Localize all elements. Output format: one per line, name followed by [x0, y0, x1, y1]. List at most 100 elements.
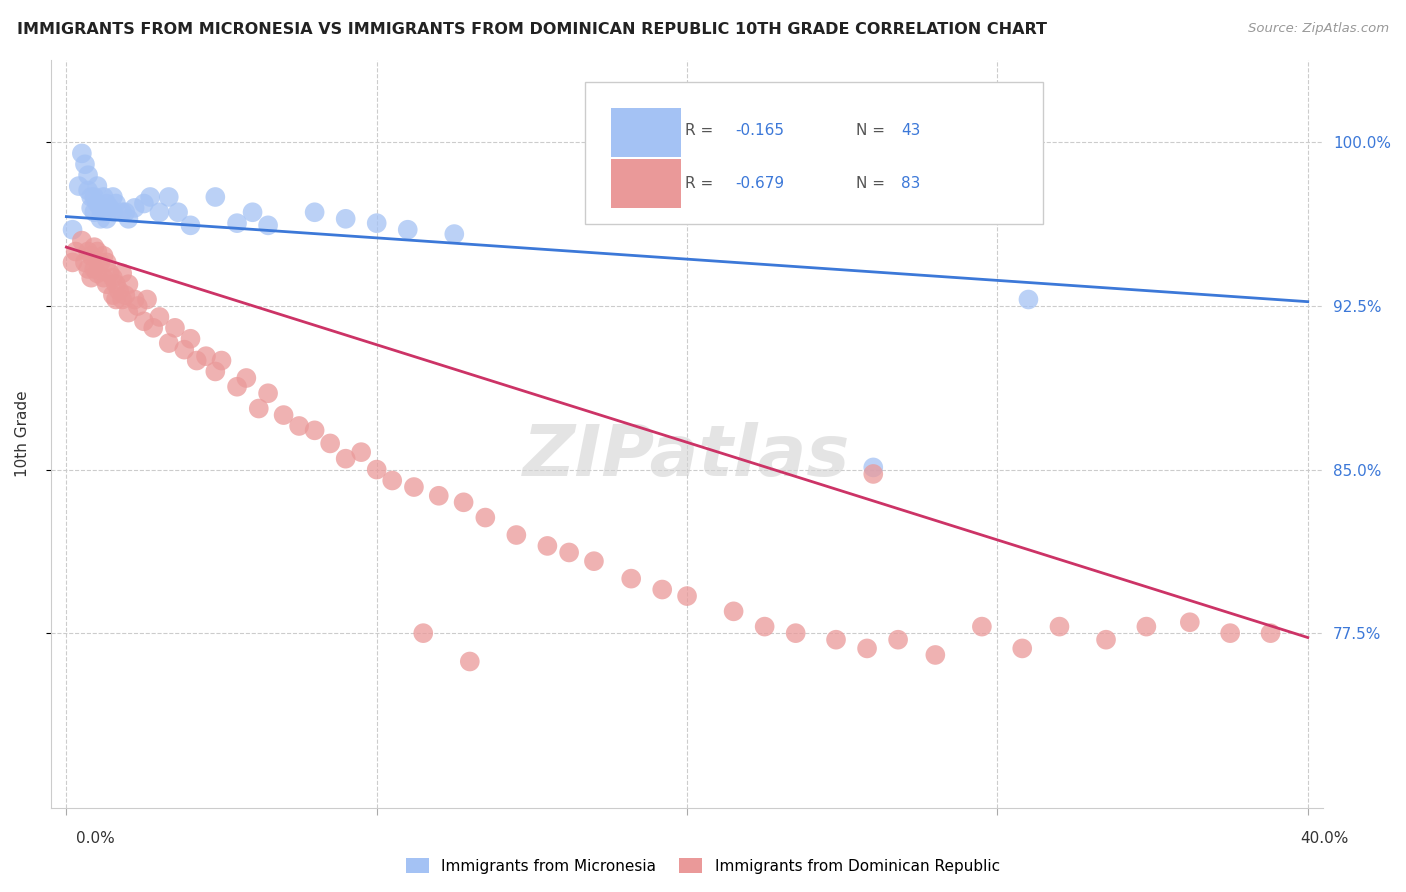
Point: [257, 219, 280, 233]
Point: [1260, 626, 1282, 640]
Point: [273, 408, 295, 422]
Text: R =: R =: [685, 176, 717, 191]
Point: [142, 321, 165, 335]
Point: [80, 190, 103, 204]
Point: [1049, 619, 1071, 633]
Text: N =: N =: [856, 176, 890, 191]
Point: [136, 293, 159, 307]
Point: [505, 528, 527, 542]
Point: [235, 371, 257, 385]
Point: [1219, 626, 1241, 640]
Point: [157, 190, 180, 204]
Point: [319, 436, 342, 450]
Point: [124, 201, 146, 215]
Point: [558, 545, 581, 559]
FancyBboxPatch shape: [610, 108, 681, 157]
Point: [98, 266, 121, 280]
Point: [127, 299, 149, 313]
Point: [65, 244, 87, 259]
Point: [93, 205, 115, 219]
Point: [1017, 293, 1039, 307]
Point: [80, 201, 103, 215]
Point: [96, 196, 118, 211]
Point: [179, 219, 201, 233]
Point: [825, 632, 848, 647]
Text: Source: ZipAtlas.com: Source: ZipAtlas.com: [1249, 22, 1389, 36]
Point: [474, 510, 496, 524]
Point: [101, 288, 124, 302]
Point: [1135, 619, 1157, 633]
Point: [73, 157, 96, 171]
Point: [89, 255, 111, 269]
Point: [785, 626, 807, 640]
Point: [247, 401, 270, 416]
Point: [93, 249, 115, 263]
Point: [887, 632, 910, 647]
Point: [242, 205, 264, 219]
Point: [676, 589, 699, 603]
Point: [117, 211, 139, 226]
Point: [93, 190, 115, 204]
Point: [96, 211, 118, 226]
Point: [257, 386, 280, 401]
Point: [70, 146, 93, 161]
Text: IMMIGRANTS FROM MICRONESIA VS IMMIGRANTS FROM DOMINICAN REPUBLIC 10TH GRADE CORR: IMMIGRANTS FROM MICRONESIA VS IMMIGRANTS…: [17, 22, 1047, 37]
Text: 43: 43: [901, 123, 920, 138]
Point: [83, 262, 105, 277]
Point: [862, 467, 884, 481]
Point: [124, 293, 146, 307]
Point: [856, 641, 879, 656]
Point: [204, 364, 226, 378]
Point: [157, 336, 180, 351]
Point: [83, 240, 105, 254]
Point: [114, 288, 136, 302]
Point: [111, 266, 134, 280]
Point: [114, 205, 136, 219]
Point: [204, 190, 226, 204]
Point: [970, 619, 993, 633]
Text: R =: R =: [685, 123, 717, 138]
Point: [132, 314, 155, 328]
Point: [89, 211, 111, 226]
Point: [620, 572, 643, 586]
Point: [582, 554, 605, 568]
Point: [77, 262, 100, 277]
Point: [86, 196, 108, 211]
Text: -0.165: -0.165: [735, 123, 785, 138]
FancyBboxPatch shape: [585, 82, 1043, 224]
Point: [167, 205, 190, 219]
Point: [453, 495, 475, 509]
Text: 0.0%: 0.0%: [76, 831, 115, 846]
Point: [62, 223, 84, 237]
Point: [77, 184, 100, 198]
Point: [101, 190, 124, 204]
Point: [111, 293, 134, 307]
Legend: Immigrants from Micronesia, Immigrants from Dominican Republic: Immigrants from Micronesia, Immigrants f…: [401, 852, 1005, 880]
Point: [211, 353, 233, 368]
Point: [80, 249, 103, 263]
Point: [1011, 641, 1033, 656]
Point: [86, 179, 108, 194]
Point: [70, 234, 93, 248]
Point: [86, 244, 108, 259]
Point: [67, 179, 90, 194]
Point: [117, 305, 139, 319]
Point: [924, 648, 946, 662]
Point: [396, 223, 419, 237]
Point: [86, 266, 108, 280]
Point: [117, 277, 139, 292]
Point: [335, 451, 357, 466]
Text: 83: 83: [901, 176, 920, 191]
Point: [335, 211, 357, 226]
Point: [723, 604, 745, 618]
Point: [381, 474, 404, 488]
Point: [101, 270, 124, 285]
Point: [443, 227, 465, 241]
Point: [226, 380, 249, 394]
Point: [139, 190, 162, 204]
Text: ZIPatlas: ZIPatlas: [523, 422, 851, 491]
Point: [366, 462, 388, 476]
FancyBboxPatch shape: [610, 159, 681, 208]
Point: [1178, 615, 1201, 630]
Point: [62, 255, 84, 269]
